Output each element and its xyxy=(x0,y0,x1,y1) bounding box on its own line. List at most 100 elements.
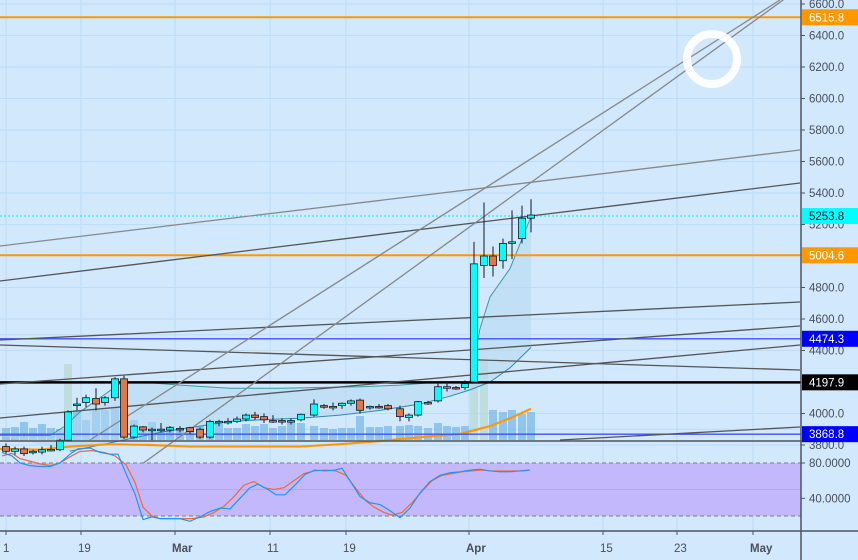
price-tick-label: 5800.0 xyxy=(809,125,844,137)
candle-body xyxy=(176,428,184,431)
price-tag-label: 4474.3 xyxy=(809,334,844,346)
candle xyxy=(242,413,250,422)
candle-body xyxy=(11,448,19,452)
candle xyxy=(470,241,478,384)
candle-body xyxy=(130,425,138,438)
trend-lines[interactable] xyxy=(0,0,801,481)
candle-body xyxy=(38,449,46,453)
candle xyxy=(347,399,355,406)
candle-body xyxy=(470,263,478,383)
candle xyxy=(120,375,128,439)
price-tag-4474.3: 4474.3 xyxy=(802,330,858,347)
volume-bar xyxy=(366,427,374,440)
candle-body xyxy=(338,402,346,407)
candle xyxy=(92,388,100,411)
price-tag-3868.8: 3868.8 xyxy=(802,426,858,443)
volume-bar xyxy=(499,412,507,440)
price-tag-bg xyxy=(802,247,858,264)
candle-body xyxy=(424,402,432,405)
osc-tick-label: 80.0000 xyxy=(809,458,851,470)
candle xyxy=(527,199,535,233)
trend-line[interactable] xyxy=(0,149,801,247)
trend-line[interactable] xyxy=(89,0,781,441)
time-tick-label: 19 xyxy=(78,543,91,555)
candle-body xyxy=(499,242,507,262)
candle-body xyxy=(120,378,128,438)
candle-body xyxy=(2,446,10,452)
circle-marker-icon[interactable] xyxy=(683,30,741,88)
candle xyxy=(82,394,90,408)
candle xyxy=(186,426,194,434)
candle-body xyxy=(47,449,55,452)
trend-line[interactable] xyxy=(559,426,801,441)
candle xyxy=(233,416,241,423)
candle-body xyxy=(73,403,81,407)
candle-body xyxy=(443,386,451,389)
price-tick-label: 4000.0 xyxy=(809,409,844,421)
candle xyxy=(518,205,526,244)
price-tag-bg xyxy=(802,330,858,347)
candle xyxy=(29,449,37,455)
candle-body xyxy=(366,406,374,409)
candle-body xyxy=(111,378,119,399)
price-tick-label: 6600.0 xyxy=(809,0,844,11)
candle xyxy=(434,383,442,403)
trend-line[interactable] xyxy=(0,325,801,385)
candle xyxy=(414,400,422,417)
trend-line[interactable] xyxy=(119,0,790,481)
volume-bar xyxy=(278,426,286,440)
volume-bar xyxy=(443,426,451,440)
candle-body xyxy=(242,414,250,420)
trend-line[interactable] xyxy=(0,344,801,419)
candle-body xyxy=(434,386,442,402)
volume-bar xyxy=(480,360,488,440)
candle-body xyxy=(148,428,156,432)
candle-body xyxy=(405,414,413,418)
volume-bar xyxy=(297,423,305,440)
candle-body xyxy=(452,387,460,390)
candle xyxy=(215,419,223,427)
candle xyxy=(260,413,268,423)
candle-body xyxy=(396,408,404,418)
candle-body xyxy=(157,428,165,432)
candle xyxy=(375,404,383,409)
volume-bar xyxy=(527,412,535,440)
candle xyxy=(224,418,232,425)
candle-body xyxy=(206,420,214,438)
candle-body xyxy=(461,383,469,388)
price-axis[interactable]: 6600.0 6400.0 6200.0 6000.0 5800.0 5600.0 5400… xyxy=(801,0,851,505)
candle-body xyxy=(375,406,383,409)
candle xyxy=(166,426,174,433)
candle xyxy=(461,380,469,390)
candle xyxy=(176,426,184,433)
volume-bar xyxy=(38,424,46,440)
candle-body xyxy=(101,397,109,403)
candle xyxy=(206,419,214,439)
trend-line[interactable] xyxy=(0,301,801,341)
price-tag-bg xyxy=(802,9,858,26)
candle xyxy=(320,404,328,409)
time-tick-label: 15 xyxy=(600,543,613,555)
candle-body xyxy=(82,397,90,403)
trend-line[interactable] xyxy=(0,344,801,371)
price-tags: 6515.8 5253.8 5004.6 4474.3 4197.9 3868.8 xyxy=(802,9,858,443)
stoch-d-line xyxy=(1,450,531,520)
candle xyxy=(424,400,432,405)
price-tick-label: 3800.0 xyxy=(809,440,844,452)
candle xyxy=(278,418,286,425)
volume-bar xyxy=(11,427,19,440)
candle xyxy=(356,398,364,414)
candle-body xyxy=(139,426,147,431)
volume-bar xyxy=(508,410,516,440)
time-tick-label: Mar xyxy=(172,543,193,555)
candle-body xyxy=(260,416,268,421)
time-axis[interactable]: 1 19 Mar 11 19 Apr 15 23 May xyxy=(3,531,773,555)
candle xyxy=(73,397,81,411)
circle-marker-icon[interactable] xyxy=(683,30,741,88)
candle xyxy=(196,427,204,439)
volume-bar xyxy=(251,426,259,440)
candle-body xyxy=(356,399,364,411)
trend-line[interactable] xyxy=(0,182,801,282)
price-tick-label: 6200.0 xyxy=(809,62,844,74)
